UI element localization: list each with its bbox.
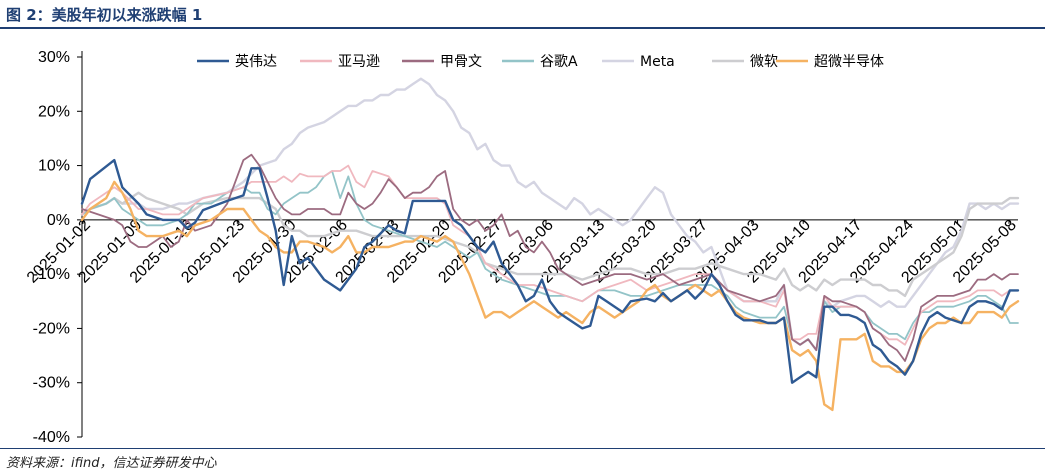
y-tick-label: -20% bbox=[33, 320, 70, 337]
y-tick-label: 30% bbox=[38, 49, 70, 66]
figure-title: 图 2：美股年初以来涨跌幅 1 bbox=[6, 6, 203, 24]
title-divider bbox=[0, 27, 1045, 29]
footer-divider bbox=[0, 448, 1045, 449]
line-chart: 30% 20% 10% 0% -10% -20% -30% -40% 2025-01-0220… bbox=[24, 49, 1020, 446]
y-tick-label: -40% bbox=[33, 429, 70, 446]
legend-label: 谷歌A bbox=[540, 54, 578, 70]
series-line-4 bbox=[80, 77, 1020, 352]
legend-label: 英伟达 bbox=[235, 53, 277, 70]
y-axis: 30% 20% 10% 0% -10% -20% -30% -40% bbox=[33, 49, 83, 446]
series-line-6 bbox=[80, 180, 1020, 412]
y-tick-label: 20% bbox=[38, 103, 70, 120]
y-tick-label: 0% bbox=[47, 212, 70, 229]
legend-label: 亚马逊 bbox=[338, 54, 380, 70]
series-line-0 bbox=[80, 158, 1020, 384]
y-tick-label: 10% bbox=[38, 158, 70, 175]
series-line-2 bbox=[81, 153, 1019, 362]
legend-label: Meta bbox=[640, 54, 675, 70]
y-tick-label: -10% bbox=[33, 266, 70, 283]
source-note: 资料来源：ifind，信达证券研发中心 bbox=[6, 456, 217, 471]
series-line-3 bbox=[81, 170, 1019, 351]
series-line-1 bbox=[81, 164, 1019, 346]
legend-label: 甲骨文 bbox=[440, 54, 482, 70]
legend: 英伟达 亚马逊 甲骨文 谷歌A Meta 微软 超微半导体 bbox=[197, 53, 884, 70]
series-line-5 bbox=[80, 191, 1020, 298]
series-layer bbox=[80, 77, 1020, 412]
y-tick-label: -30% bbox=[33, 375, 70, 392]
legend-label: 超微半导体 bbox=[814, 54, 884, 70]
legend-label: 微软 bbox=[750, 54, 778, 70]
x-axis: 2025-01-022025-01-092025-01-162025-01-23… bbox=[24, 217, 1020, 287]
